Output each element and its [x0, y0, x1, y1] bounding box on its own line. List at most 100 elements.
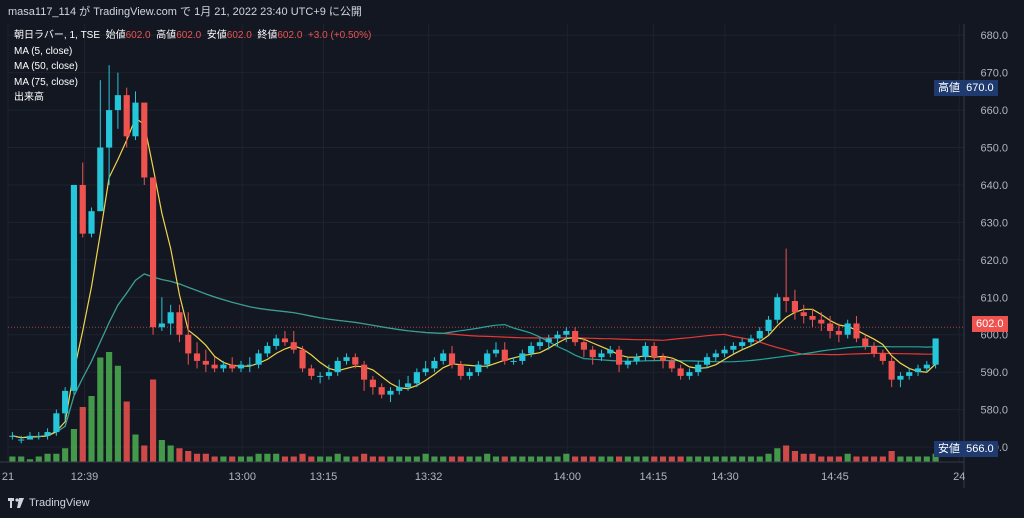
- volume-bar: [712, 456, 719, 462]
- volume-bar: [827, 456, 834, 462]
- low-tag-value: 566.0: [966, 443, 994, 455]
- candle: [633, 353, 640, 365]
- candle: [519, 349, 526, 365]
- candle: [264, 342, 271, 358]
- candle: [273, 334, 280, 350]
- candle-body: [387, 390, 394, 395]
- legend-ohlc-row: 朝日ラバー, 1, TSE 始値602.0 高値602.0 安値602.0 終値…: [14, 28, 371, 44]
- legend-ma50[interactable]: MA (50, close): [14, 61, 78, 72]
- price-tick-label: 660.0: [980, 105, 1008, 117]
- candle-body: [167, 312, 174, 324]
- candle: [176, 304, 183, 343]
- candle-body: [158, 323, 165, 328]
- candle-body: [273, 338, 280, 346]
- candle-body: [774, 297, 781, 320]
- candle: [862, 334, 869, 350]
- volume-bar: [501, 456, 508, 462]
- legend-ma5[interactable]: MA (5, close): [14, 45, 73, 57]
- chart-legend: 朝日ラバー, 1, TSE 始値602.0 高値602.0 安値602.0 終値…: [14, 28, 371, 106]
- legend-symbol: 朝日ラバー, 1, TSE: [14, 30, 101, 41]
- time-tick-label: 13:00: [228, 471, 256, 483]
- current-tag-value: 602.0: [976, 318, 1004, 330]
- volume-bar: [343, 456, 350, 462]
- candle-body: [97, 147, 104, 212]
- price-chart[interactable]: 680.0 670.0 660.0 650.0 640.0 630.0 620.0 610.0…: [0, 24, 1024, 488]
- candle-body: [396, 387, 403, 391]
- candle: [721, 345, 728, 358]
- volume-bar: [325, 456, 333, 462]
- volume-bar: [149, 379, 157, 462]
- time-tick-label: 14:45: [821, 471, 849, 483]
- legend-ma75[interactable]: MA (75, close): [14, 76, 78, 88]
- candle: [26, 432, 34, 440]
- candle-body: [554, 334, 561, 339]
- candle: [598, 349, 605, 361]
- candle-body: [334, 360, 341, 373]
- candle: [554, 330, 561, 346]
- legend-volume[interactable]: 出来高: [14, 92, 44, 103]
- volume-bar: [844, 453, 851, 462]
- candle: [730, 342, 737, 354]
- candle-body: [62, 390, 69, 414]
- candle-body: [255, 353, 262, 365]
- candles: [9, 65, 939, 444]
- volume-bar: [484, 453, 491, 462]
- volume-bar: [659, 456, 667, 462]
- candle: [818, 312, 825, 331]
- candle-body: [378, 387, 385, 395]
- candle: [747, 334, 755, 346]
- candle-body: [88, 211, 95, 234]
- candle-body: [879, 353, 886, 361]
- candle-body: [448, 353, 456, 365]
- candle: [800, 304, 807, 324]
- volume-bar: [835, 456, 842, 462]
- candle: [827, 316, 834, 339]
- tradingview-logo[interactable]: TradingView: [8, 497, 90, 509]
- time-tick-label: 14:00: [553, 471, 581, 483]
- legend-change: +3.0 (+0.50%): [307, 30, 372, 41]
- candle-body: [888, 360, 895, 380]
- volume-bar: [730, 456, 737, 462]
- candle-body: [598, 353, 605, 358]
- candle: [783, 248, 790, 313]
- candle: [229, 357, 236, 373]
- candle-body: [114, 95, 121, 111]
- price-tick-label: 620.0: [980, 255, 1008, 267]
- time-axis: 21 12:39 13:00 13:15 13:32 14:00 14:15 14:30 14:…: [0, 461, 965, 483]
- candle-body: [325, 372, 333, 376]
- candle: [123, 87, 130, 148]
- legend-high-value: 602.0: [176, 30, 202, 41]
- volume-bar: [677, 456, 684, 462]
- price-axis-bg: [964, 24, 1024, 488]
- publish-header-text: masa117_114 が TradingView.com で 1月 21, 2…: [8, 6, 362, 18]
- volume-bar: [554, 456, 561, 462]
- volume-bar: [422, 453, 429, 462]
- legend-close-label: 終値: [257, 30, 278, 41]
- candle: [897, 372, 904, 388]
- volume-bar: [70, 429, 78, 462]
- candle: [255, 349, 262, 369]
- volume-bar: [580, 456, 587, 462]
- candle: [246, 357, 253, 373]
- volume-bar: [440, 456, 447, 462]
- candle: [457, 360, 464, 380]
- candle-body: [475, 364, 482, 373]
- candle: [510, 357, 517, 365]
- volume-bar: [809, 453, 816, 462]
- volume-bar: [53, 453, 60, 462]
- volume-bar: [519, 456, 526, 462]
- candle-body: [730, 345, 737, 350]
- candle-body: [528, 345, 535, 354]
- candle-body: [466, 372, 473, 376]
- candle-body: [369, 379, 376, 388]
- candle: [35, 432, 42, 440]
- volume-bar: [290, 456, 297, 462]
- candle-body: [853, 323, 860, 339]
- candle-body: [809, 316, 816, 320]
- candle-body: [264, 345, 271, 354]
- candle-body: [422, 368, 429, 373]
- volume-bar: [448, 456, 456, 462]
- volume-bar: [870, 456, 878, 462]
- candle-body: [827, 323, 834, 331]
- footer-bar: [0, 488, 1024, 518]
